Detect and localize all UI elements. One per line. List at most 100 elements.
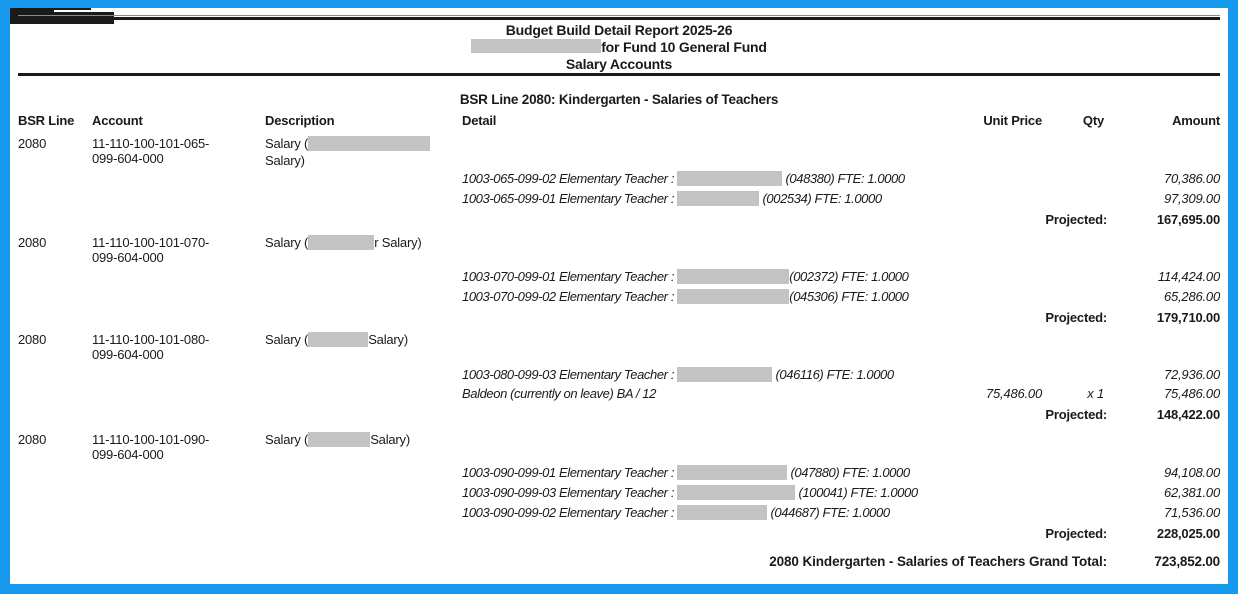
projected-label: Projected: <box>1045 526 1107 541</box>
page-frame-left <box>0 0 10 594</box>
redaction-box <box>308 332 369 348</box>
projected-amount: 148,422.00 <box>1156 407 1220 422</box>
column-header-unit-price: Unit Price <box>983 113 1042 128</box>
detail-text: 1003-090-099-02 Elementary Teacher : <box>462 505 678 520</box>
account-cell: 11-110-100-101-065- 099-604-000 <box>92 136 262 166</box>
detail-row: 1003-070-099-02 Elementary Teacher : (04… <box>462 289 1022 306</box>
redaction-box <box>677 465 788 481</box>
detail-text: (048380) FTE: 1.0000 <box>782 171 905 186</box>
bsr-line-cell: 2080 <box>18 235 47 250</box>
detail-text: (047880) FTE: 1.0000 <box>787 465 910 480</box>
qty-cell: x 1 <box>1087 386 1104 401</box>
detail-row: 1003-070-099-01 Elementary Teacher : (00… <box>462 269 1022 286</box>
description-prefix: Salary ( <box>265 332 309 347</box>
description-suffix: Salary) <box>370 432 410 447</box>
section-heading: BSR Line 2080: Kindergarten - Salaries o… <box>459 92 779 107</box>
projected-amount: 167,695.00 <box>1156 212 1220 227</box>
redaction-box <box>677 171 783 187</box>
amount-cell: 71,536.00 <box>1163 505 1220 520</box>
top-double-rule-thin <box>18 15 1220 16</box>
column-header-detail: Detail <box>462 113 497 128</box>
detail-text: Baldeon (currently on leave) BA / 12 <box>462 386 656 401</box>
column-header-qty: Qty <box>1082 113 1104 128</box>
account-line2: 099-604-000 <box>92 447 164 462</box>
bsr-line-cell: 2080 <box>18 432 47 447</box>
page-frame-bottom <box>0 584 1238 594</box>
column-header-account: Account <box>92 113 143 128</box>
detail-text: 1003-080-099-03 Elementary Teacher : <box>462 367 678 382</box>
projected-label: Projected: <box>1045 212 1107 227</box>
projected-amount: 228,025.00 <box>1156 526 1220 541</box>
amount-cell: 70,386.00 <box>1163 171 1220 186</box>
redaction-box <box>471 39 602 53</box>
detail-row: 1003-090-099-01 Elementary Teacher : (04… <box>462 465 1022 482</box>
projected-label: Projected: <box>1045 407 1107 422</box>
redaction-box <box>308 432 371 448</box>
page-title: Budget Build Detail Report 2025-26 <box>505 22 733 38</box>
detail-text: 1003-090-099-01 Elementary Teacher : <box>462 465 678 480</box>
top-double-rule-thick <box>18 17 1220 20</box>
description-suffix: Salary) <box>265 153 305 169</box>
subtotal-rule <box>0 20 114 22</box>
description-cell: Salary ( Salary) <box>265 432 462 449</box>
page-frame-top <box>0 0 1238 8</box>
column-underline <box>0 12 114 14</box>
account-line1: 11-110-100-101-070- <box>92 235 210 250</box>
grand-total-amount: 723,852.00 <box>1154 554 1220 569</box>
amount-cell: 114,424.00 <box>1157 269 1220 284</box>
page-frame-right <box>1228 0 1238 594</box>
redaction-box <box>677 269 790 285</box>
description-cell: Salary (r Salary) <box>265 235 462 252</box>
redaction-box <box>677 289 790 305</box>
description-cell: Salary ( Salary) <box>265 136 462 168</box>
grand-total-rule <box>0 22 114 24</box>
detail-text: (100041) FTE: 1.0000 <box>795 485 918 500</box>
detail-row: 1003-080-099-03 Elementary Teacher : (04… <box>462 367 1022 384</box>
description-cell: Salary ( Salary) <box>265 332 462 349</box>
amount-cell: 65,286.00 <box>1163 289 1220 304</box>
account-cell: 11-110-100-101-090- 099-604-000 <box>92 432 262 462</box>
redaction-box <box>677 191 760 207</box>
column-header-amount: Amount <box>1172 113 1220 128</box>
account-line2: 099-604-000 <box>92 347 164 362</box>
amount-cell: 94,108.00 <box>1163 465 1220 480</box>
detail-text: 1003-070-099-01 Elementary Teacher : <box>462 269 678 284</box>
bsr-line-cell: 2080 <box>18 332 47 347</box>
report-subtitle-row: for Fund 10 General Fund <box>0 39 1238 55</box>
amount-cell: 75,486.00 <box>1163 386 1220 401</box>
column-underline <box>0 8 91 10</box>
detail-text: (045306) FTE: 1.0000 <box>789 289 909 304</box>
account-line1: 11-110-100-101-065- <box>92 136 210 151</box>
column-underline <box>0 10 54 12</box>
bsr-line-cell: 2080 <box>18 136 47 151</box>
redaction-box <box>677 485 796 501</box>
report-subtitle: for Fund 10 General Fund <box>601 39 767 55</box>
account-line1: 11-110-100-101-080- <box>92 332 210 347</box>
account-cell: 11-110-100-101-070- 099-604-000 <box>92 235 262 265</box>
header-rule <box>18 73 1220 76</box>
amount-cell: 72,936.00 <box>1163 367 1220 382</box>
account-line1: 11-110-100-101-090- <box>92 432 210 447</box>
detail-text: 1003-090-099-03 Elementary Teacher : <box>462 485 678 500</box>
projected-label: Projected: <box>1045 310 1107 325</box>
detail-text: (044687) FTE: 1.0000 <box>767 505 890 520</box>
amount-cell: 62,381.00 <box>1163 485 1220 500</box>
redaction-box <box>677 367 773 383</box>
detail-row: 1003-065-099-01 Elementary Teacher : (00… <box>462 191 1022 208</box>
description-prefix: Salary ( <box>265 235 309 250</box>
account-line2: 099-604-000 <box>92 151 164 166</box>
description-prefix: Salary ( <box>265 432 309 447</box>
column-header-bsr-line: BSR Line <box>18 113 75 128</box>
detail-text: (002534) FTE: 1.0000 <box>759 191 882 206</box>
description-prefix: Salary ( <box>265 136 309 151</box>
detail-text: 1003-065-099-02 Elementary Teacher : <box>462 171 678 186</box>
amount-cell: 97,309.00 <box>1163 191 1220 206</box>
report-subtitle2: Salary Accounts <box>565 56 673 72</box>
detail-text: (046116) FTE: 1.0000 <box>772 367 894 382</box>
account-line2: 099-604-000 <box>92 250 164 265</box>
unit-price-cell: 75,486.00 <box>985 386 1042 401</box>
detail-row: 1003-065-099-02 Elementary Teacher : (04… <box>462 171 1022 188</box>
redaction-box <box>677 505 768 521</box>
description-suffix: Salary) <box>368 332 408 347</box>
